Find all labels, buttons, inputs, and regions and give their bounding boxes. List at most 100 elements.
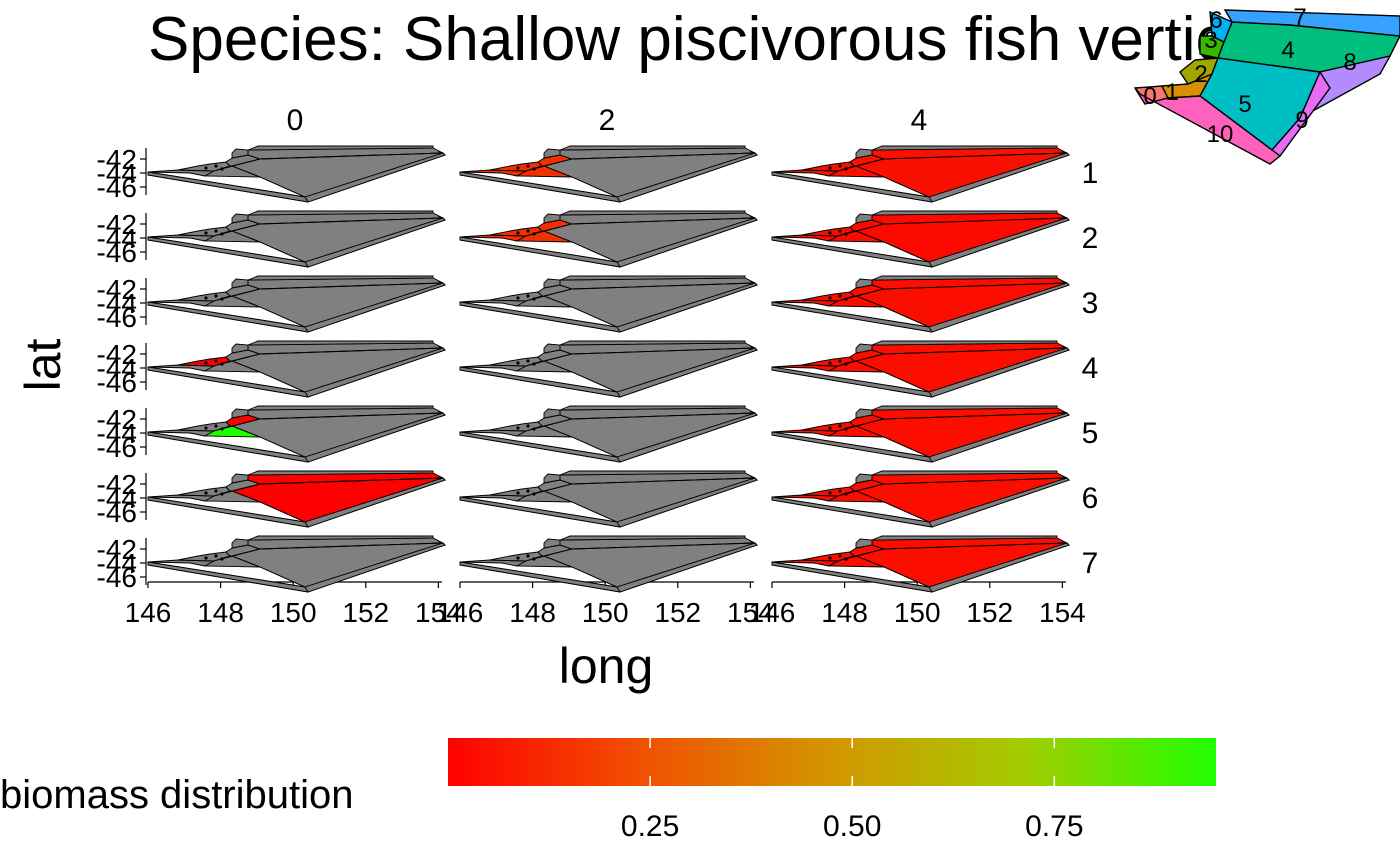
y-tick-label: -46 xyxy=(97,432,137,463)
inset-box-label: 4 xyxy=(1281,37,1294,64)
island-mark xyxy=(220,557,224,561)
y-tick-label: -44 xyxy=(97,158,137,189)
inset-box-2 xyxy=(1179,57,1220,85)
box-border xyxy=(855,425,885,438)
box-border xyxy=(883,566,930,588)
box-border xyxy=(871,150,885,160)
map-panel xyxy=(459,210,758,268)
facet-row-label: 4 xyxy=(1082,352,1099,385)
box-border xyxy=(543,295,573,308)
map-box-7 xyxy=(871,145,1058,151)
map-box-7 xyxy=(559,210,746,216)
y-tick-label: -42 xyxy=(97,209,137,240)
x-tick-label: 150 xyxy=(270,597,317,628)
island-mark xyxy=(526,359,530,363)
map-box-7 xyxy=(871,535,1058,541)
map-panel xyxy=(771,340,1070,398)
map-box-6 xyxy=(231,278,249,289)
x-tick-label: 150 xyxy=(894,597,941,628)
island-mark xyxy=(844,492,848,496)
box-border xyxy=(855,230,885,243)
inset-box-label: 1 xyxy=(1165,79,1178,106)
facet-column-label: 2 xyxy=(599,104,616,137)
map-box-7 xyxy=(559,470,746,476)
island-mark xyxy=(844,232,848,236)
box-border xyxy=(559,475,573,485)
box-border xyxy=(883,371,930,393)
map-box-7 xyxy=(559,145,746,151)
box-border xyxy=(571,176,618,198)
facet-row-label: 1 xyxy=(1082,157,1099,190)
facet-row-label: 5 xyxy=(1082,417,1099,450)
island-mark xyxy=(532,297,536,301)
map-panel xyxy=(147,210,446,268)
legend-tick-label: 0.75 xyxy=(1025,810,1083,843)
island-mark xyxy=(838,554,842,558)
island-mark xyxy=(844,557,848,561)
island-mark xyxy=(828,491,832,495)
map-panel xyxy=(771,145,1070,203)
inset-box-6 xyxy=(1209,10,1233,43)
box-border xyxy=(855,360,885,373)
map-box-6 xyxy=(543,213,561,224)
island-mark xyxy=(220,167,224,171)
box-border xyxy=(259,501,306,523)
map-box-6 xyxy=(855,538,873,549)
y-tick-label: -42 xyxy=(97,469,137,500)
legend-colorbar xyxy=(448,738,1216,786)
map-box-6 xyxy=(543,343,561,354)
box-border xyxy=(855,490,885,503)
inset-box-10 xyxy=(1134,87,1282,165)
island-mark xyxy=(532,362,536,366)
island-mark xyxy=(516,556,520,560)
map-box-6 xyxy=(855,343,873,354)
map-box-7 xyxy=(247,470,434,476)
inset-box-9 xyxy=(1270,70,1331,157)
box-border xyxy=(259,241,306,263)
x-tick-label: 154 xyxy=(415,597,462,628)
map-box-6 xyxy=(231,408,249,419)
box-border xyxy=(883,501,930,523)
island-mark xyxy=(844,167,848,171)
y-tick-label: -46 xyxy=(97,562,137,593)
y-tick-label: -42 xyxy=(97,144,137,175)
map-panel xyxy=(459,340,758,398)
y-tick-label: -46 xyxy=(97,367,137,398)
x-tick-label: 146 xyxy=(125,597,172,628)
island-mark xyxy=(532,232,536,236)
inset-box-label: 8 xyxy=(1343,49,1356,76)
box-border xyxy=(259,306,306,328)
y-tick-label: -46 xyxy=(97,237,137,268)
map-box-6 xyxy=(543,538,561,549)
box-border xyxy=(855,165,885,178)
map-panel xyxy=(771,470,1070,528)
box-border xyxy=(247,540,261,550)
y-tick-label: -42 xyxy=(97,534,137,565)
box-border xyxy=(571,566,618,588)
legend-tick-label: 0.25 xyxy=(621,810,679,843)
inset-box-label: 7 xyxy=(1293,4,1306,31)
box-border xyxy=(571,436,618,458)
y-tick-label: -44 xyxy=(97,483,137,514)
island-mark xyxy=(214,424,218,428)
inset-box-label: 5 xyxy=(1238,91,1251,118)
map-box-6 xyxy=(543,408,561,419)
box-border xyxy=(247,475,261,485)
box-border xyxy=(231,555,261,568)
map-box-7 xyxy=(247,275,434,281)
map-box-7 xyxy=(559,340,746,346)
map-panel xyxy=(771,275,1070,333)
island-mark xyxy=(532,167,536,171)
x-tick-label: 152 xyxy=(654,597,701,628)
box-border xyxy=(559,410,573,420)
island-mark xyxy=(214,294,218,298)
island-mark xyxy=(838,164,842,168)
facet-column-label: 4 xyxy=(911,104,928,137)
island-mark xyxy=(214,164,218,168)
x-axis-label: long xyxy=(559,638,654,694)
box-border xyxy=(571,371,618,393)
inset-box-label: 2 xyxy=(1194,61,1207,88)
map-panel xyxy=(147,535,446,593)
y-tick-label: -44 xyxy=(97,418,137,449)
box-border xyxy=(259,566,306,588)
